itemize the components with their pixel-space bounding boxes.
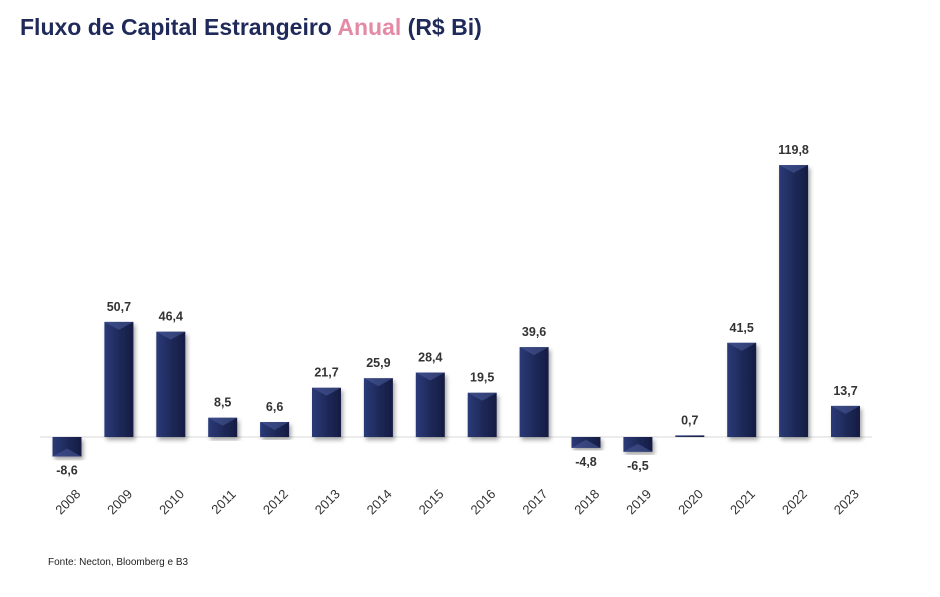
bar-bevel-2013 xyxy=(312,387,341,396)
bar-bevel-2016 xyxy=(467,392,497,401)
value-label-2010: 46,4 xyxy=(159,310,183,324)
bar-2021 xyxy=(727,342,757,437)
bar-bevel-2018 xyxy=(571,439,601,448)
bar-bevel-2014 xyxy=(363,378,393,387)
x-tick-2019: 2019 xyxy=(623,486,654,517)
x-tick-2010: 2010 xyxy=(156,486,187,517)
value-label-2019: -6,5 xyxy=(627,459,649,473)
chart-title: Fluxo de Capital Estrangeiro Anual (R$ B… xyxy=(20,14,482,41)
value-label-2012: 6,6 xyxy=(266,400,283,414)
x-tick-2009: 2009 xyxy=(104,486,135,517)
value-label-2016: 19,5 xyxy=(470,371,494,385)
value-label-2008: -8,6 xyxy=(56,464,78,478)
x-tick-2013: 2013 xyxy=(312,486,343,517)
bar-bevel-2009 xyxy=(104,321,134,330)
bar-2008 xyxy=(52,437,82,457)
bar-2011 xyxy=(208,417,238,437)
x-tick-2017: 2017 xyxy=(519,486,550,517)
value-labels-group: -8,6 50,7 46,4 8,5 6,6 21,7 25,9 28,4 19,5 39,6 -4… xyxy=(56,143,857,477)
title-unit: (R$ Bi) xyxy=(401,14,482,40)
bar-2014 xyxy=(363,378,393,437)
bar-bevel-2011 xyxy=(208,417,238,426)
value-label-2021: 41,5 xyxy=(730,321,754,335)
bar-bevel-2023 xyxy=(831,405,860,414)
x-tick-2015: 2015 xyxy=(416,486,447,517)
x-tick-2021: 2021 xyxy=(727,486,758,517)
bar-2020 xyxy=(675,435,705,437)
bar-bevel-2022 xyxy=(779,165,809,174)
x-tick-2008: 2008 xyxy=(52,486,83,517)
bar-2017 xyxy=(519,347,549,437)
value-label-2020: 0,7 xyxy=(681,413,698,427)
value-label-2018: -4,8 xyxy=(575,455,597,469)
value-label-2017: 39,6 xyxy=(522,325,546,339)
value-label-2022: 119,8 xyxy=(778,143,809,157)
title-accent: Anual xyxy=(337,14,402,40)
bar-2022 xyxy=(779,165,809,437)
title-main: Fluxo de Capital Estrangeiro xyxy=(20,14,338,40)
value-label-2015: 28,4 xyxy=(418,351,442,365)
bar-bevel-2017 xyxy=(519,347,549,356)
value-label-2023: 13,7 xyxy=(833,384,857,398)
bar-bevel-2021 xyxy=(727,342,757,351)
bar-bevel-2019 xyxy=(623,443,653,452)
value-label-2011: 8,5 xyxy=(214,396,231,410)
x-tick-2014: 2014 xyxy=(364,486,395,517)
source-note: Fonte: Necton, Bloomberg e B3 xyxy=(48,557,189,568)
value-label-2013: 21,7 xyxy=(314,366,338,380)
x-tick-2012: 2012 xyxy=(260,486,291,517)
bar-bevel-2008 xyxy=(52,448,82,457)
value-label-2014: 25,9 xyxy=(366,356,390,370)
bars-group xyxy=(52,165,860,457)
x-tick-2016: 2016 xyxy=(467,486,498,517)
bar-2015 xyxy=(415,372,445,437)
x-tick-2022: 2022 xyxy=(779,486,810,517)
x-tick-2020: 2020 xyxy=(675,486,706,517)
x-tick-2018: 2018 xyxy=(571,486,602,517)
bar-bevel-2010 xyxy=(156,331,186,340)
bar-2009 xyxy=(104,321,134,437)
x-tick-2023: 2023 xyxy=(831,486,862,517)
bar-2013 xyxy=(312,387,341,437)
value-label-2009: 50,7 xyxy=(107,300,131,314)
bar-bevel-2015 xyxy=(415,372,445,381)
x-tick-labels-group: 2008 2009 2010 2011 2012 2013 2014 2015 2016 2017… xyxy=(52,486,862,517)
bar-bevel-2012 xyxy=(260,422,290,431)
bar-2010 xyxy=(156,331,186,437)
x-tick-2011: 2011 xyxy=(208,487,238,517)
